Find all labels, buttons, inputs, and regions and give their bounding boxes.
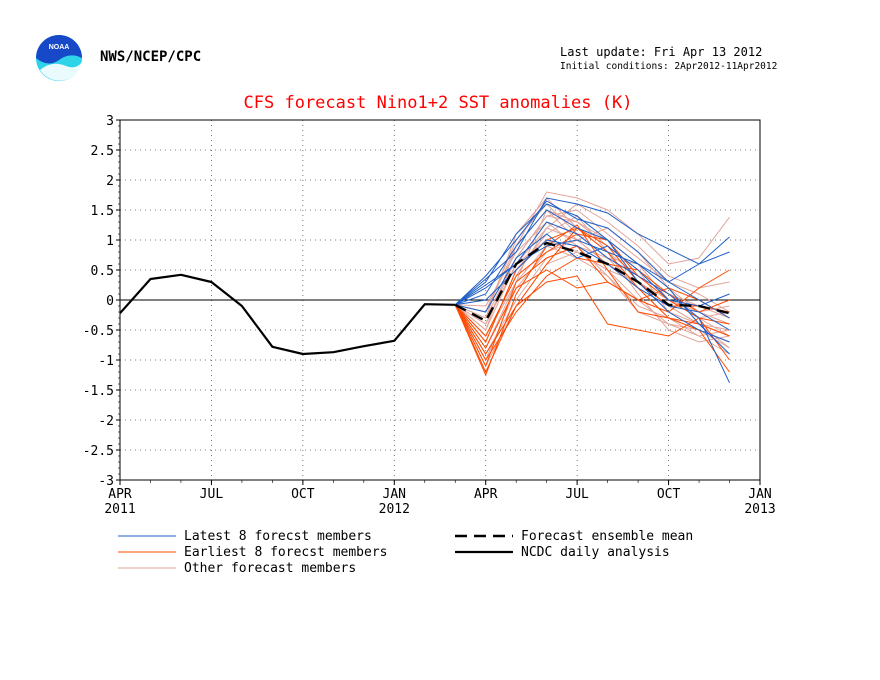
y-tick-label: -3 xyxy=(98,474,114,489)
observed-series xyxy=(119,273,456,356)
ensemble-mean-series xyxy=(454,241,730,323)
logo-wave xyxy=(40,62,82,81)
y-tick-label: -2 xyxy=(98,414,114,429)
y-tick-label: 0.5 xyxy=(91,264,114,279)
y-tick-label: -2.5 xyxy=(83,444,114,459)
x-tick-year: 2011 xyxy=(104,502,135,517)
y-tick-label: 1.5 xyxy=(91,204,114,219)
y-tick-label: 2 xyxy=(106,174,114,189)
logo-upper xyxy=(36,35,82,64)
y-tick-label: 2.5 xyxy=(91,144,114,159)
logo-text: NOAA xyxy=(49,44,70,51)
legend-label: Other forecast members xyxy=(184,561,356,576)
latest-member-line xyxy=(454,203,730,343)
y-tick-label: 3 xyxy=(106,114,114,129)
legend-label: Earliest 8 forecst members xyxy=(184,545,388,560)
x-tick-label: JUL xyxy=(200,487,224,502)
other-member-line xyxy=(454,203,730,331)
ensemble-mean-line xyxy=(454,241,730,323)
x-tick-label: JUL xyxy=(565,487,589,502)
observed-line xyxy=(119,273,456,356)
initial-conditions: Initial conditions: 2Apr2012-11Apr2012 xyxy=(560,61,777,72)
chart-title: CFS forecast Nino1+2 SST anomalies (K) xyxy=(244,93,633,113)
y-axis: -3 -2.5 -2 -1.5 -1 -0.5 0 0.5 1 1.5 2 2.5 3 xyxy=(83,114,120,489)
noaa-logo: NOAA xyxy=(36,35,82,81)
y-tick-label: -1.5 xyxy=(83,384,114,399)
legend-label: Latest 8 forecst members xyxy=(184,529,372,544)
earliest-member-line xyxy=(454,269,730,349)
y-tick-label: -1 xyxy=(98,354,114,369)
x-tick-label: APR xyxy=(108,487,132,502)
org-name: NWS/NCEP/CPC xyxy=(100,49,201,65)
latest-member-line xyxy=(455,209,730,355)
latest-members xyxy=(454,197,730,384)
other-member-line xyxy=(455,203,730,343)
latest-member-line xyxy=(455,233,730,313)
y-tick-label: 1 xyxy=(106,234,114,249)
earliest-member-line xyxy=(454,275,730,361)
latest-member-line xyxy=(454,197,730,306)
other-member-line xyxy=(455,209,730,319)
latest-member-line xyxy=(454,239,730,319)
x-tick-year: 2013 xyxy=(744,502,775,517)
x-tick-label: JAN xyxy=(383,487,406,502)
earliest-member-line xyxy=(454,227,730,374)
x-tick-label: JAN xyxy=(748,487,771,502)
x-tick-label: OCT xyxy=(291,487,315,502)
y-tick-label: -0.5 xyxy=(83,324,114,339)
x-tick-label: OCT xyxy=(657,487,681,502)
last-update: Last update: Fri Apr 13 2012 xyxy=(560,45,762,59)
y-tick-label: 0 xyxy=(106,294,114,309)
x-tick-label: APR xyxy=(474,487,498,502)
legend-label: NCDC daily analysis xyxy=(521,545,670,560)
x-tick-year: 2012 xyxy=(379,502,410,517)
legend-label: Forecast ensemble mean xyxy=(521,529,693,544)
earliest-member-line xyxy=(454,245,730,368)
